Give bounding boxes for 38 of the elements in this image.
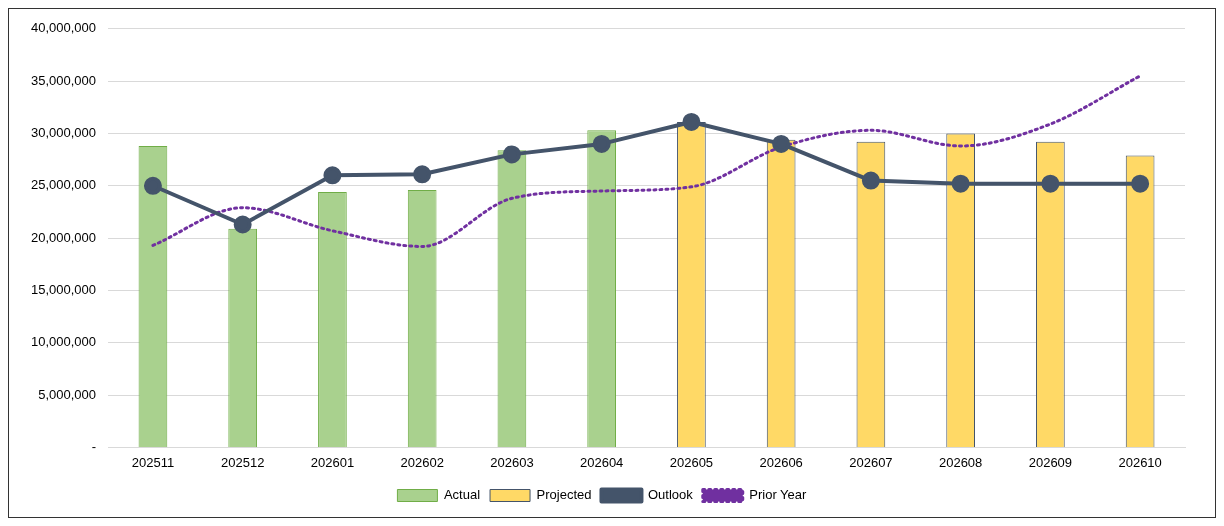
x-tick-label: 202607 (849, 454, 893, 470)
legend-label: Projected (536, 487, 592, 503)
point (1041, 174, 1060, 193)
x-tick-label: 202601 (310, 454, 355, 470)
point (682, 112, 701, 131)
x-tick-label: 202603 (490, 454, 534, 470)
y-tick-label: - (91, 438, 97, 454)
x-tick-label: 202604 (579, 454, 624, 470)
point (143, 176, 162, 195)
point (413, 165, 432, 184)
x-tick-label: 202512 (220, 454, 265, 470)
y-tick-label: 30,000,000 (30, 125, 97, 141)
point (1131, 174, 1150, 193)
point (323, 166, 342, 185)
x-tick-label: 202511 (131, 454, 175, 470)
legend-label: Actual (443, 487, 481, 503)
x-tick-label: 202608 (938, 454, 983, 470)
line-series (151, 74, 1142, 248)
x-tick-label: 202606 (759, 454, 803, 470)
y-tick-label: 40,000,000 (30, 20, 97, 36)
point (233, 215, 252, 234)
point (772, 134, 791, 153)
point (592, 134, 611, 153)
x-tick-label: 202602 (400, 454, 444, 470)
point (951, 174, 970, 193)
y-tick-label: 20,000,000 (30, 229, 97, 245)
x-tick-label: 202605 (669, 454, 714, 470)
point (502, 145, 521, 164)
point (861, 171, 880, 190)
x-tick-label: 202610 (1118, 454, 1162, 470)
y-tick-label: 5,000,000 (38, 386, 97, 402)
x-tick-label: 202609 (1028, 454, 1073, 470)
y-tick-label: 10,000,000 (30, 334, 97, 350)
legend-label: Prior Year (749, 487, 808, 503)
legend-label: Outlook (647, 487, 694, 503)
y-tick-label: 25,000,000 (30, 177, 97, 193)
y-tick-label: 35,000,000 (30, 72, 97, 88)
y-tick-label: 15,000,000 (30, 282, 97, 297)
